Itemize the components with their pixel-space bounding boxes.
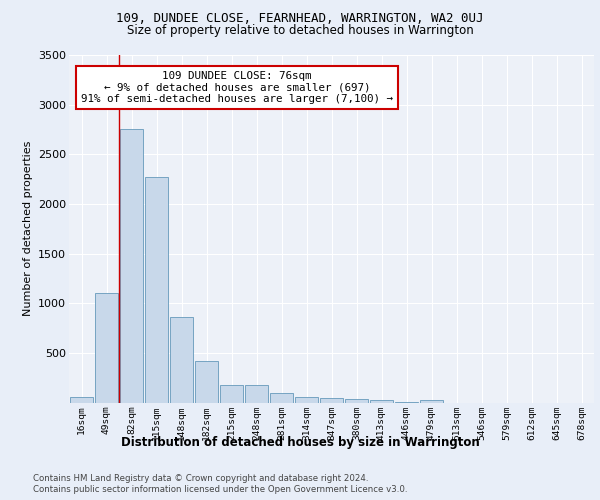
Bar	[145, 177, 169, 402]
Bar	[419, 400, 443, 402]
Text: Size of property relative to detached houses in Warrington: Size of property relative to detached ho…	[127, 24, 473, 37]
Bar	[95, 294, 118, 403]
Bar	[220, 385, 244, 402]
Bar	[70, 397, 94, 402]
Y-axis label: Number of detached properties: Number of detached properties	[23, 141, 32, 316]
Bar	[344, 399, 368, 402]
Bar	[295, 397, 319, 402]
Bar	[170, 317, 193, 402]
Bar	[320, 398, 343, 402]
Text: Contains HM Land Registry data © Crown copyright and database right 2024.: Contains HM Land Registry data © Crown c…	[33, 474, 368, 483]
Bar	[194, 362, 218, 403]
Text: 109, DUNDEE CLOSE, FEARNHEAD, WARRINGTON, WA2 0UJ: 109, DUNDEE CLOSE, FEARNHEAD, WARRINGTON…	[116, 12, 484, 26]
Text: 109 DUNDEE CLOSE: 76sqm
← 9% of detached houses are smaller (697)
91% of semi-de: 109 DUNDEE CLOSE: 76sqm ← 9% of detached…	[81, 70, 393, 104]
Bar	[245, 385, 268, 402]
Text: Distribution of detached houses by size in Warrington: Distribution of detached houses by size …	[121, 436, 479, 449]
Bar	[370, 400, 394, 402]
Bar	[269, 393, 293, 402]
Text: Contains public sector information licensed under the Open Government Licence v3: Contains public sector information licen…	[33, 485, 407, 494]
Bar	[119, 130, 143, 402]
